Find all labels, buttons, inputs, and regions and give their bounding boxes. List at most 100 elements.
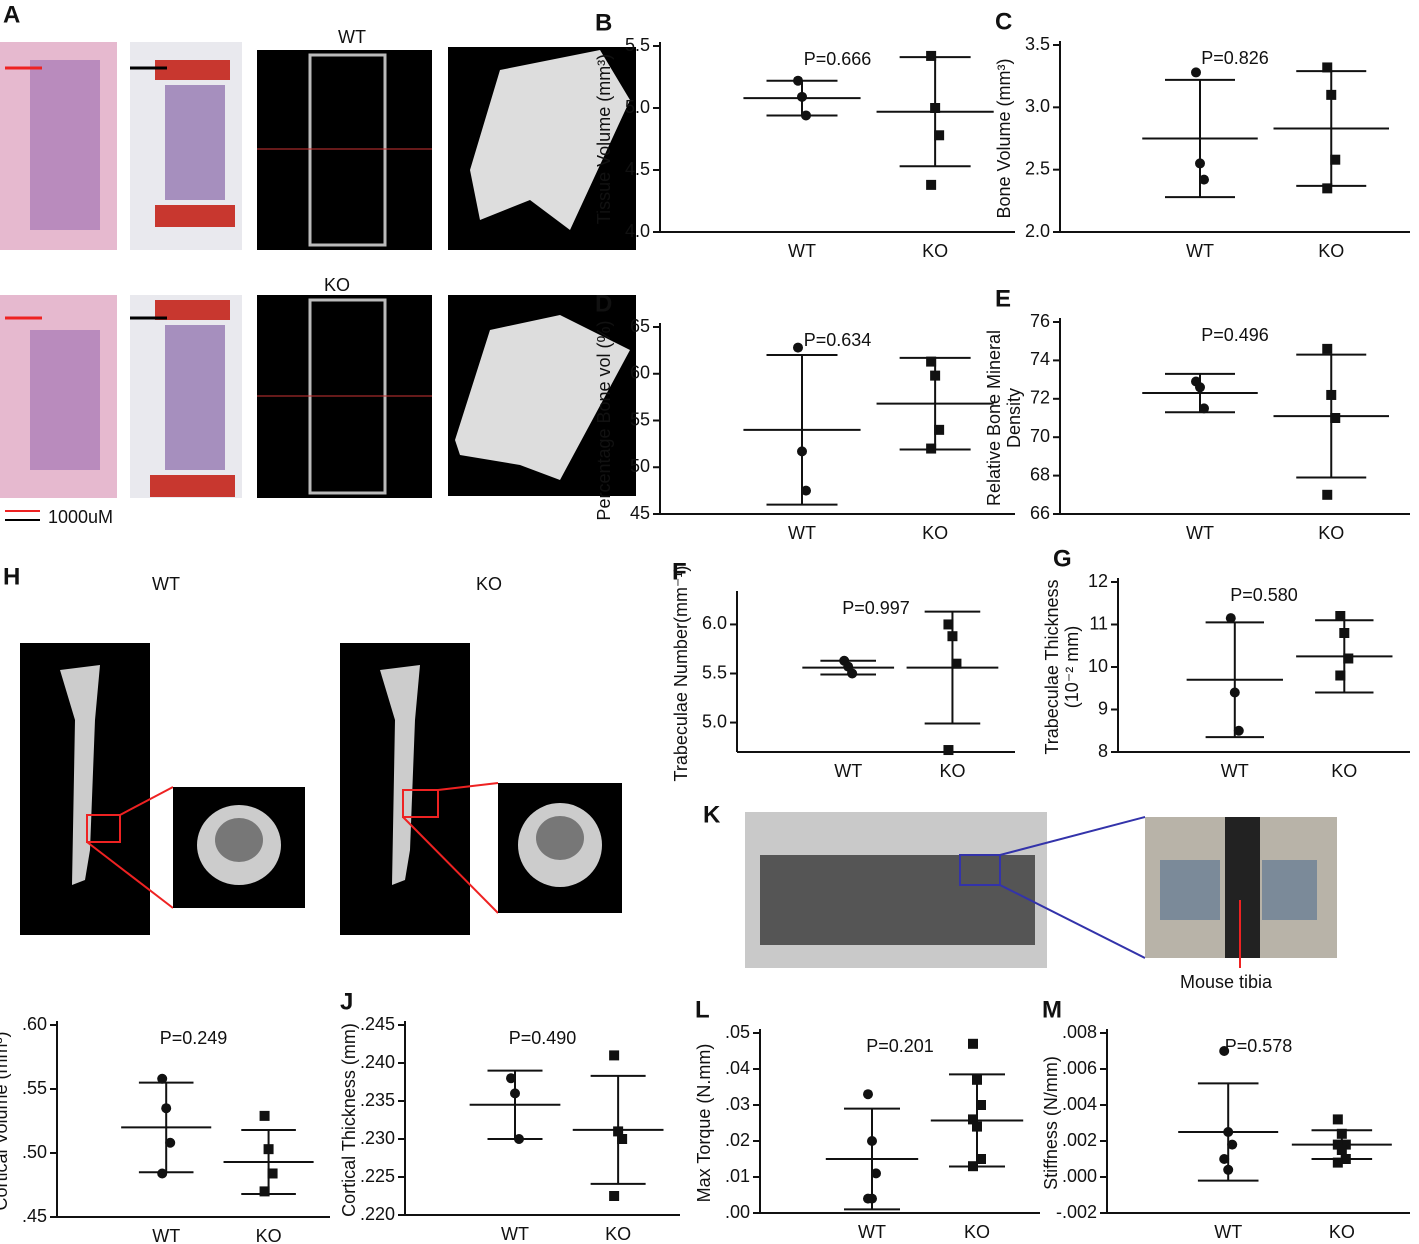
data-point bbox=[976, 1100, 986, 1110]
y-tick-label: .60 bbox=[22, 1014, 47, 1034]
y-tick-label: 55 bbox=[630, 409, 650, 429]
zoom-line bbox=[86, 841, 174, 909]
y-tick-label: 2.5 bbox=[1025, 158, 1050, 178]
y-axis-label: Cortical Volume (mm³) bbox=[0, 1031, 11, 1210]
x-tick-label: WT bbox=[1214, 1222, 1242, 1242]
x-tick-label: KO bbox=[964, 1222, 990, 1242]
data-point bbox=[1326, 389, 1337, 400]
zoom-line bbox=[119, 786, 174, 816]
data-point bbox=[1340, 1139, 1351, 1150]
y-tick-label: 11 bbox=[1089, 613, 1108, 633]
x-tick-label: WT bbox=[152, 1226, 180, 1244]
bone-image bbox=[380, 665, 420, 885]
data-point bbox=[943, 619, 954, 630]
data-point bbox=[1340, 1154, 1351, 1164]
data-point bbox=[1229, 687, 1240, 698]
x-tick-label: WT bbox=[1186, 241, 1214, 261]
data-point bbox=[926, 443, 937, 454]
data-point bbox=[797, 91, 807, 102]
y-tick-label: .00 bbox=[725, 1202, 750, 1222]
y-tick-label: .225 bbox=[360, 1166, 395, 1186]
cross-section-image bbox=[536, 816, 584, 860]
y-axis-label: Relative Bone Mineral bbox=[984, 330, 1004, 506]
histology-image bbox=[155, 60, 230, 80]
y-tick-label: 9 bbox=[1098, 698, 1108, 718]
data-point bbox=[510, 1088, 520, 1099]
y-axis-label: Tissue Volume (mm³) bbox=[594, 54, 614, 224]
y-tick-label: 4.5 bbox=[625, 159, 650, 179]
y-axis-label: Density bbox=[1004, 388, 1024, 448]
y-tick-label: .45 bbox=[22, 1206, 47, 1226]
histology-image bbox=[165, 325, 225, 470]
y-axis-label: Bone Volume (mm³) bbox=[994, 58, 1014, 218]
y-tick-label: 2.0 bbox=[1025, 221, 1050, 241]
y-tick-label: .002 bbox=[1062, 1130, 1097, 1150]
y-tick-label: 72 bbox=[1030, 388, 1050, 408]
data-point bbox=[1223, 1127, 1234, 1137]
x-tick-label: KO bbox=[1329, 1222, 1355, 1242]
y-tick-label: 66 bbox=[1030, 503, 1050, 523]
y-tick-label: -.002 bbox=[1056, 1202, 1097, 1222]
data-point bbox=[934, 424, 945, 435]
data-point bbox=[1322, 183, 1333, 194]
data-point bbox=[263, 1144, 274, 1155]
y-tick-label: .004 bbox=[1062, 1094, 1097, 1114]
data-point bbox=[1225, 613, 1236, 624]
zoom-line bbox=[999, 884, 1146, 959]
x-tick-label: WT bbox=[834, 761, 862, 781]
render-image bbox=[455, 315, 630, 480]
p-value: P=0.580 bbox=[1230, 585, 1298, 605]
p-value: P=0.496 bbox=[1201, 325, 1269, 345]
x-tick-label: KO bbox=[922, 523, 948, 543]
data-point bbox=[1223, 1164, 1234, 1175]
y-axis-label: Max Torque (N.mm) bbox=[694, 1044, 714, 1203]
histology-image bbox=[165, 85, 225, 200]
bone-image bbox=[60, 665, 100, 885]
data-point bbox=[947, 631, 958, 642]
image-panels bbox=[0, 42, 1337, 968]
data-point bbox=[1322, 62, 1333, 73]
y-tick-label: 74 bbox=[1030, 349, 1050, 369]
panel-letter: D bbox=[595, 290, 612, 317]
y-tick-label: .05 bbox=[725, 1022, 750, 1042]
x-tick-label: WT bbox=[1221, 761, 1249, 781]
zoom-box bbox=[959, 854, 1001, 886]
y-tick-label: .230 bbox=[360, 1128, 395, 1148]
y-tick-label: 8 bbox=[1098, 741, 1108, 761]
y-tick-label: 10 bbox=[1088, 656, 1108, 676]
p-value: P=0.634 bbox=[804, 330, 872, 350]
y-tick-label: .006 bbox=[1062, 1058, 1097, 1078]
zoom-line bbox=[402, 816, 499, 914]
data-point bbox=[1219, 1154, 1230, 1164]
x-tick-label: KO bbox=[256, 1226, 282, 1244]
y-tick-label: 65 bbox=[630, 316, 650, 336]
data-point bbox=[867, 1136, 877, 1146]
y-tick-label: 5.5 bbox=[702, 662, 727, 682]
data-point bbox=[972, 1121, 982, 1132]
annotation: Mouse tibia bbox=[1180, 972, 1273, 992]
data-point bbox=[1233, 725, 1244, 736]
y-tick-label: 4.0 bbox=[625, 221, 650, 241]
group-label: WT bbox=[338, 27, 366, 47]
histology-image bbox=[30, 330, 100, 470]
data-point bbox=[1339, 628, 1350, 638]
data-point bbox=[943, 745, 954, 756]
panel-letter: G bbox=[1053, 545, 1072, 572]
data-point bbox=[1343, 653, 1354, 664]
x-tick-label: KO bbox=[1318, 523, 1344, 543]
y-tick-label: 68 bbox=[1030, 464, 1050, 484]
y-tick-label: 5.0 bbox=[702, 711, 727, 731]
group-label: KO bbox=[324, 275, 350, 295]
tibia-photo bbox=[1225, 817, 1260, 958]
histology-image bbox=[30, 60, 100, 230]
data-point bbox=[514, 1134, 524, 1144]
render-image bbox=[470, 50, 630, 230]
panel-letter: A bbox=[3, 1, 20, 28]
tibia-photo bbox=[1160, 860, 1220, 920]
x-tick-label: KO bbox=[605, 1224, 631, 1244]
data-point bbox=[1199, 174, 1209, 185]
panel-letter: J bbox=[340, 988, 353, 1015]
data-point bbox=[1219, 1046, 1230, 1056]
data-point bbox=[165, 1137, 176, 1148]
